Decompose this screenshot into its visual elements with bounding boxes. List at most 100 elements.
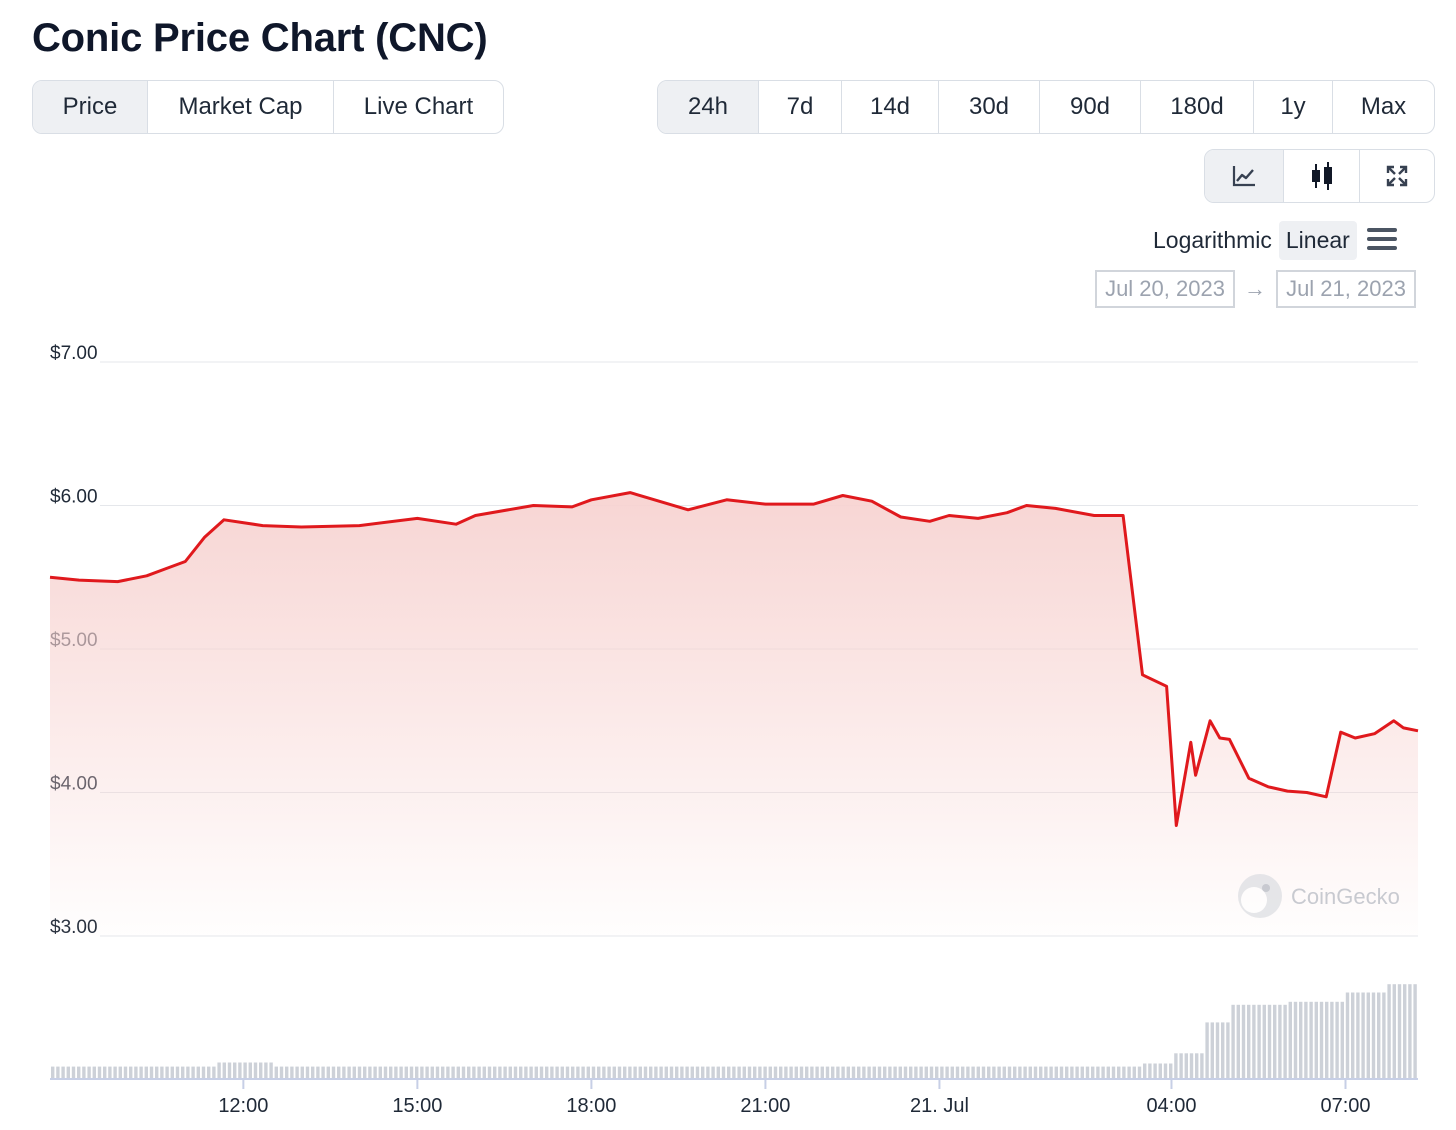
volume-bar bbox=[571, 1066, 575, 1079]
volume-bar bbox=[1241, 1004, 1246, 1079]
tab-market-cap[interactable]: Market Cap bbox=[147, 81, 333, 133]
volume-bar bbox=[519, 1066, 523, 1079]
volume-bar bbox=[1319, 1001, 1324, 1080]
volume-bar bbox=[555, 1066, 559, 1079]
volume-bar bbox=[1226, 1022, 1230, 1080]
volume-bar bbox=[61, 1066, 65, 1079]
volume-bar bbox=[633, 1066, 637, 1079]
volume-bar bbox=[888, 1066, 892, 1079]
volume-bar bbox=[144, 1066, 148, 1079]
volume-bar bbox=[1283, 1004, 1287, 1079]
price-chart[interactable]: $7.00$6.00$5.00$4.00$3.00 12:0015:0018:0… bbox=[0, 330, 1456, 1130]
volume-bar bbox=[680, 1066, 684, 1079]
range-24h-button[interactable]: 24h bbox=[658, 81, 758, 133]
volume-bar bbox=[461, 1066, 466, 1079]
volume-bar bbox=[51, 1066, 55, 1079]
volume-bar bbox=[82, 1066, 86, 1079]
volume-bar bbox=[279, 1066, 284, 1079]
volume-bar bbox=[1299, 1001, 1303, 1080]
volume-bar bbox=[706, 1066, 710, 1079]
volume-bar bbox=[987, 1066, 991, 1079]
volume-bar bbox=[87, 1066, 91, 1079]
volume-bar bbox=[269, 1062, 273, 1079]
volume-bar bbox=[1304, 1001, 1308, 1080]
volume-bar bbox=[420, 1066, 424, 1079]
volume-bar bbox=[274, 1066, 278, 1079]
volume-bar bbox=[493, 1066, 497, 1079]
hamburger-menu-icon[interactable] bbox=[1366, 227, 1397, 253]
volume-bar bbox=[794, 1066, 798, 1079]
volume-bar bbox=[472, 1066, 476, 1079]
volume-bar bbox=[175, 1066, 180, 1079]
volume-bar bbox=[503, 1066, 507, 1079]
range-30d-button[interactable]: 30d bbox=[938, 81, 1039, 133]
range-max-button[interactable]: Max bbox=[1332, 81, 1434, 133]
volume-bar bbox=[1215, 1022, 1220, 1080]
volume-bar bbox=[846, 1066, 850, 1079]
range-14d-button[interactable]: 14d bbox=[841, 81, 938, 133]
volume-bar bbox=[623, 1066, 627, 1079]
volume-bar bbox=[1044, 1066, 1048, 1079]
volume-bar bbox=[352, 1066, 356, 1079]
volume-bar bbox=[1377, 992, 1381, 1079]
volume-bar bbox=[71, 1066, 76, 1079]
volume-bar bbox=[820, 1066, 824, 1079]
tab-live-chart[interactable]: Live Chart bbox=[333, 81, 503, 133]
volume-bar bbox=[742, 1066, 746, 1079]
range-90d-button[interactable]: 90d bbox=[1039, 81, 1140, 133]
volume-bar bbox=[950, 1066, 954, 1079]
volume-bar bbox=[1205, 1022, 1209, 1080]
volume-bar bbox=[545, 1066, 549, 1079]
volume-bar bbox=[597, 1066, 601, 1079]
volume-bar bbox=[295, 1066, 299, 1079]
volume-bar bbox=[1403, 984, 1407, 1079]
volume-bar bbox=[1325, 1001, 1329, 1080]
range-7d-button[interactable]: 7d bbox=[758, 81, 841, 133]
volume-bar bbox=[945, 1066, 949, 1079]
volume-bar bbox=[129, 1066, 133, 1079]
volume-bar bbox=[1174, 1053, 1178, 1080]
volume-bar bbox=[357, 1066, 362, 1079]
volume-bar bbox=[1262, 1004, 1266, 1079]
volume-bar bbox=[222, 1062, 226, 1079]
volume-bar bbox=[118, 1066, 122, 1079]
volume-bar bbox=[581, 1066, 585, 1079]
volume-bar bbox=[1127, 1066, 1131, 1079]
volume-bar bbox=[591, 1066, 596, 1079]
volume-bar bbox=[753, 1066, 757, 1079]
volume-bar bbox=[1293, 1001, 1298, 1080]
logarithmic-scale-option[interactable]: Logarithmic bbox=[1153, 226, 1272, 253]
volume-bar bbox=[737, 1066, 741, 1079]
volume-bar bbox=[851, 1066, 856, 1079]
volume-bar bbox=[415, 1066, 419, 1079]
volume-bar bbox=[799, 1066, 804, 1079]
volume-bar bbox=[305, 1066, 310, 1079]
line-chart-button[interactable] bbox=[1205, 150, 1283, 202]
volume-bar bbox=[695, 1066, 700, 1079]
price-area-fill bbox=[50, 492, 1418, 936]
volume-bar bbox=[602, 1066, 606, 1079]
linear-scale-option[interactable]: Linear bbox=[1278, 220, 1357, 260]
volume-bar bbox=[997, 1066, 1001, 1079]
volume-bar bbox=[482, 1066, 486, 1079]
volume-bar bbox=[877, 1066, 882, 1079]
volume-bar bbox=[1356, 992, 1360, 1079]
volume-bar bbox=[893, 1066, 897, 1079]
coingecko-watermark: CoinGecko bbox=[1238, 874, 1400, 918]
range-180d-button[interactable]: 180d bbox=[1140, 81, 1253, 133]
volume-bar bbox=[1143, 1063, 1147, 1079]
volume-bar bbox=[586, 1066, 590, 1079]
volume-bar bbox=[1387, 984, 1391, 1079]
fullscreen-button[interactable] bbox=[1359, 150, 1434, 202]
volume-bar bbox=[617, 1066, 622, 1079]
range-1y-button[interactable]: 1y bbox=[1253, 81, 1332, 133]
candlestick-button[interactable] bbox=[1283, 150, 1359, 202]
tab-price[interactable]: Price bbox=[33, 81, 147, 133]
fullscreen-icon bbox=[1386, 165, 1408, 187]
volume-bar bbox=[1049, 1066, 1053, 1079]
date-to-input[interactable]: Jul 21, 2023 bbox=[1276, 270, 1416, 308]
date-from-input[interactable]: Jul 20, 2023 bbox=[1095, 270, 1235, 308]
volume-bar bbox=[1070, 1066, 1074, 1079]
volume-bar bbox=[1351, 992, 1355, 1079]
